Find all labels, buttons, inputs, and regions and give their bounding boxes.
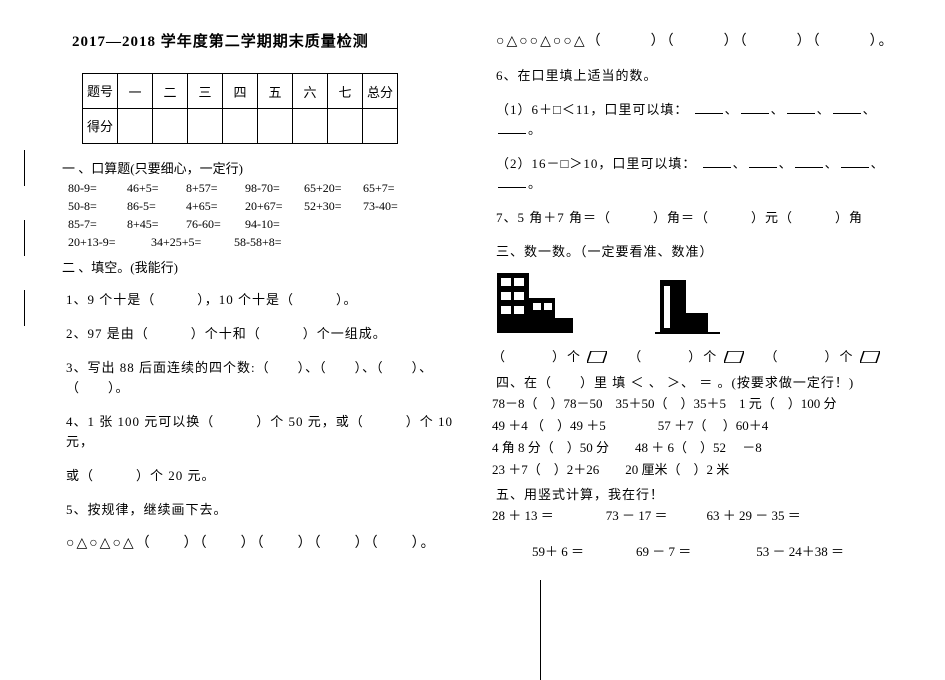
math-item: 65+20= [304, 179, 360, 197]
blank [498, 175, 526, 188]
score-table: 题号 一 二 三 四 五 六 七 总分 得分 [82, 73, 398, 144]
score-row2-label: 得分 [83, 109, 118, 144]
score-cell [328, 109, 363, 144]
mental-math: 80-9= 46+5= 8+57= 98-70= 65+20= 65+7= 50… [68, 179, 472, 251]
q4b: 或（ ）个 20 元。 [66, 466, 472, 486]
ineq-line: 49 ＋4 （ ）49 ＋5 57 ＋7（ ）60＋4 [492, 415, 902, 437]
math-item: 58-58+8= [234, 233, 314, 251]
ineq-line: 23 ＋7（ ）2＋26 20 厘米（ ）2 米 [492, 459, 902, 481]
math-item: 50-8= [68, 197, 124, 215]
count-a: （ ）个 [492, 349, 582, 364]
shape-block-a [492, 268, 602, 342]
score-col: 四 [223, 74, 258, 109]
score-col: 一 [118, 74, 153, 109]
q6b-pre: （2）16－□＞10，口里可以填： [496, 156, 696, 171]
blank [703, 155, 731, 168]
parallelogram-icon [724, 351, 744, 363]
score-cell [258, 109, 293, 144]
section2-head: 二 、填空。(我能行) [62, 257, 472, 276]
section1-head: 一 、口算题(只要细心，一定行) [62, 158, 472, 177]
math-item: 4+65= [186, 197, 242, 215]
score-cell [293, 109, 328, 144]
blank [498, 121, 526, 134]
score-cell [223, 109, 258, 144]
page: 2017—2018 学年度第二学期期末质量检测 题号 一 二 三 四 五 六 七… [52, 20, 932, 660]
ineq-line: 78－8（ ）78－50 35＋50（ ）35＋5 1 元（ ）100 分 [492, 393, 902, 415]
math-item: 73-40= [363, 197, 419, 215]
blocks-icon [492, 268, 602, 338]
vertical-row1: 28 ＋ 13 ＝ 73 － 17 ＝ 63 ＋ 29 － 35 ＝ [492, 505, 902, 527]
pattern1: ○△○△○△（ ）（ ）（ ）（ ）（ ）。 [66, 534, 472, 554]
exam-title: 2017—2018 学年度第二学期期末质量检测 [72, 30, 472, 51]
math-item: 85-7= [68, 215, 124, 233]
count-b: （ ）个 [628, 349, 718, 364]
blank [787, 101, 815, 114]
pattern2: ○△○○△○○△（ ）（ ）（ ）（ ）。 [496, 32, 902, 52]
q7: 7、5 角＋7 角＝（ ）角＝（ ）元（ ）角 [496, 208, 902, 228]
math-item: 65+7= [363, 179, 419, 197]
count-shapes [492, 268, 902, 342]
math-item: 52+30= [304, 197, 360, 215]
math-item: 98-70= [245, 179, 301, 197]
blank [749, 155, 777, 168]
math-item: 86-5= [127, 197, 183, 215]
math-item: 76-60= [186, 215, 242, 233]
math-item: 8+57= [186, 179, 242, 197]
score-col: 六 [293, 74, 328, 109]
q6b: （2）16－□＞10，口里可以填： 、、、、。 [496, 154, 902, 194]
blank [695, 101, 723, 114]
section4-head: 四、在（ ）里 填 ＜ 、 ＞、 ＝ 。(按要求做一定行！) [496, 373, 902, 393]
blank [841, 155, 869, 168]
q6a-pre: （1）6＋□＜11，口里可以填： [496, 102, 688, 117]
score-col: 总分 [363, 74, 398, 109]
math-item: 20+13-9= [68, 233, 148, 251]
binding-mark [24, 220, 25, 256]
section5-head: 五、用竖式计算，我在行！ [496, 485, 902, 505]
binding-mark [24, 150, 25, 186]
score-cell [153, 109, 188, 144]
score-cell [118, 109, 153, 144]
q4: 4、1 张 100 元可以换（ ）个 50 元，或（ ）个 10 元， [66, 412, 472, 452]
blank [833, 101, 861, 114]
parallelogram-icon [587, 351, 607, 363]
shape-block-b [645, 268, 755, 342]
score-col: 三 [188, 74, 223, 109]
vertical-row2: 59＋ 6 ＝ 69 － 7 ＝ 53 － 24＋38 ＝ [532, 541, 902, 563]
left-column: 2017—2018 学年度第二学期期末质量检测 题号 一 二 三 四 五 六 七… [52, 20, 482, 660]
parallelogram-icon [860, 351, 880, 363]
q3: 3、写出 88 后面连续的四个数:（ ）、（ ）、（ ）、（ ）。 [66, 358, 472, 398]
right-column: ○△○○△○○△（ ）（ ）（ ）（ ）。 6、在口里填上适当的数。 （1）6＋… [482, 20, 912, 660]
section3-head: 三、数一数。（一定要看准、数准） [496, 242, 902, 262]
q1: 1、9 个十是（ ），10 个十是（ ）。 [66, 290, 472, 310]
blank [741, 101, 769, 114]
binding-mark [24, 290, 25, 326]
score-cell [188, 109, 223, 144]
q6: 6、在口里填上适当的数。 [496, 66, 902, 86]
math-item: 8+45= [127, 215, 183, 233]
math-item: 80-9= [68, 179, 124, 197]
score-cell [363, 109, 398, 144]
math-item: 20+67= [245, 197, 301, 215]
blocks-icon [645, 268, 755, 338]
score-col: 五 [258, 74, 293, 109]
score-row1-label: 题号 [83, 74, 118, 109]
score-col: 七 [328, 74, 363, 109]
q5: 5、按规律，继续画下去。 [66, 500, 472, 520]
q2: 2、97 是由（ ）个十和（ ）个一组成。 [66, 324, 472, 344]
count-c: （ ）个 [765, 349, 855, 364]
ineq-line: 4 角 8 分（ ）50 分 48 ＋ 6（ ）52 －8 [492, 437, 902, 459]
math-item: 94-10= [245, 215, 301, 233]
math-item: 34+25+5= [151, 233, 231, 251]
blank [795, 155, 823, 168]
q6a: （1）6＋□＜11，口里可以填： 、、、、。 [496, 100, 902, 140]
score-col: 二 [153, 74, 188, 109]
count-labels: （ ）个 （ ）个 （ ）个 [492, 346, 902, 365]
math-item: 46+5= [127, 179, 183, 197]
